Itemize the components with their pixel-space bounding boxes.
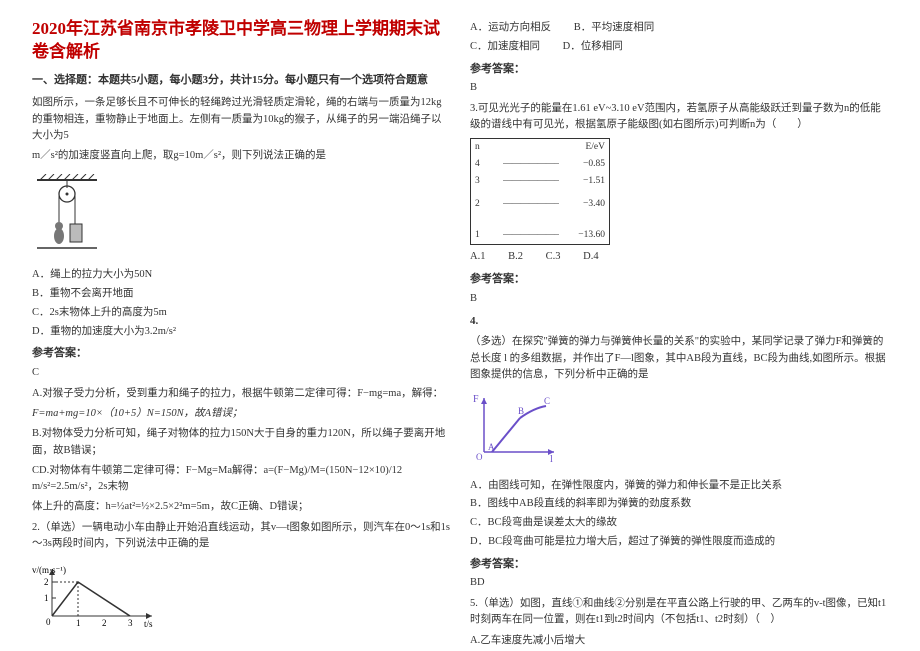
q4-body: （多选）在探究"弹簧的弹力与弹簧伸长量的关系"的实验中，某同学记录了弹力F和弹簧… (470, 334, 888, 383)
q3-opt-a: A.1 (470, 249, 485, 266)
svg-text:1: 1 (76, 618, 81, 628)
q3-opt-d: D.4 (583, 249, 598, 266)
q1-answer: C (32, 365, 450, 382)
energy-level-table: nE/eV 4————————−0.85 3————————−1.51 2———… (470, 138, 610, 246)
q4-answer: BD (470, 575, 888, 592)
pulley-figure (32, 174, 102, 252)
q2-answer: B (470, 80, 888, 97)
svg-text:l: l (550, 454, 553, 462)
svg-text:C: C (544, 396, 550, 406)
q1-opt-a: A．绳上的拉力大小为50N (32, 267, 450, 284)
q2-opt-a: A．运动方向相反 (470, 20, 551, 37)
q1-exp-cd1: CD.对物体有牛顿第二定律可得：F−Mg=Ma解得：a=(F−Mg)/M=(15… (32, 463, 450, 496)
section-heading: 一、选择题：本题共5小题，每小题3分，共计15分。每小题只有一个选项符合题意 (32, 72, 450, 90)
q4-opt-a: A．由图线可知，在弹性限度内，弹簧的弹力和伸长量不是正比关系 (470, 478, 888, 495)
q1-opt-b: B．重物不会离开地面 (32, 286, 450, 303)
q1-body2: m／s²的加速度竖直向上爬，取g=10m／s²，则下列说法正确的是 (32, 148, 450, 164)
page-title: 2020年江苏省南京市孝陵卫中学高三物理上学期期末试卷含解析 (32, 18, 450, 64)
q1-exp-a2: F=ma+mg=10×（10+5）N=150N，故A错误； (32, 406, 450, 422)
q1-opt-c: C．2s末物体上升的高度为5m (32, 305, 450, 322)
q1-answer-label: 参考答案： (32, 345, 450, 363)
q3-opt-b: B.2 (508, 249, 523, 266)
fl-chart: F l O A B C (470, 392, 560, 462)
q5-body: 5.（单选）如图，直线①和曲线②分别是在平直公路上行驶的甲、乙两车的v-t图像，… (470, 596, 888, 629)
q1-body1: 如图所示，一条足够长且不可伸长的轻绳跨过光滑轻质定滑轮，绳的右端与一质量为12k… (32, 95, 450, 144)
q4-opt-b: B．图线中AB段直线的斜率即为弹簧的劲度系数 (470, 496, 888, 513)
vt-chart: v/(m·s⁻¹) t/s 0 1 2 1 2 3 (32, 561, 162, 631)
q2-opt-b: B．平均速度相同 (574, 20, 655, 37)
q4-opt-c: C．BC段弯曲是误差太大的缘故 (470, 515, 888, 532)
svg-text:t/s: t/s (144, 619, 153, 629)
q1-exp-a: A.对猴子受力分析，受到重力和绳子的拉力，根据牛顿第二定律可得：F−mg=ma，… (32, 386, 450, 402)
svg-text:1: 1 (44, 593, 49, 603)
q2-answer-label: 参考答案： (470, 61, 888, 79)
q3-answer: B (470, 291, 888, 308)
q4-answer-label: 参考答案： (470, 556, 888, 574)
svg-text:v/(m·s⁻¹): v/(m·s⁻¹) (32, 565, 66, 575)
svg-text:2: 2 (44, 577, 49, 587)
q1-exp-cd2: 体上升的高度：h=½at²=½×2.5×2²m=5m，故C正确、D错误； (32, 499, 450, 515)
q2-body: 2.（单选）一辆电动小车由静止开始沿直线运动，其v—t图象如图所示，则汽车在0～… (32, 520, 450, 553)
svg-text:F: F (473, 394, 479, 405)
q3-answer-label: 参考答案： (470, 271, 888, 289)
svg-text:O: O (476, 452, 483, 462)
q5-opt-a: A.乙车速度先减小后增大 (470, 633, 888, 650)
q2-opt-c: C．加速度相同 (470, 39, 540, 56)
q3-opt-c: C.3 (546, 249, 561, 266)
q3-body: 3.可见光光子的能量在1.61 eV~3.10 eV范围内，若氢原子从高能级跃迁… (470, 101, 888, 134)
q4-opt-d: D．BC段弯曲可能是拉力增大后，超过了弹簧的弹性限度而造成的 (470, 534, 888, 551)
svg-text:0: 0 (46, 617, 51, 627)
q1-exp-b: B.对物体受力分析可知，绳子对物体的拉力150N大于自身的重力120N，所以绳子… (32, 426, 450, 459)
svg-text:B: B (518, 406, 524, 416)
q2-opt-d: D．位移相同 (563, 39, 623, 56)
q4-label: 4. (470, 313, 888, 331)
svg-text:A: A (488, 442, 495, 452)
q1-opt-d: D．重物的加速度大小为3.2m/s² (32, 324, 450, 341)
svg-text:2: 2 (102, 618, 107, 628)
svg-text:3: 3 (128, 618, 133, 628)
